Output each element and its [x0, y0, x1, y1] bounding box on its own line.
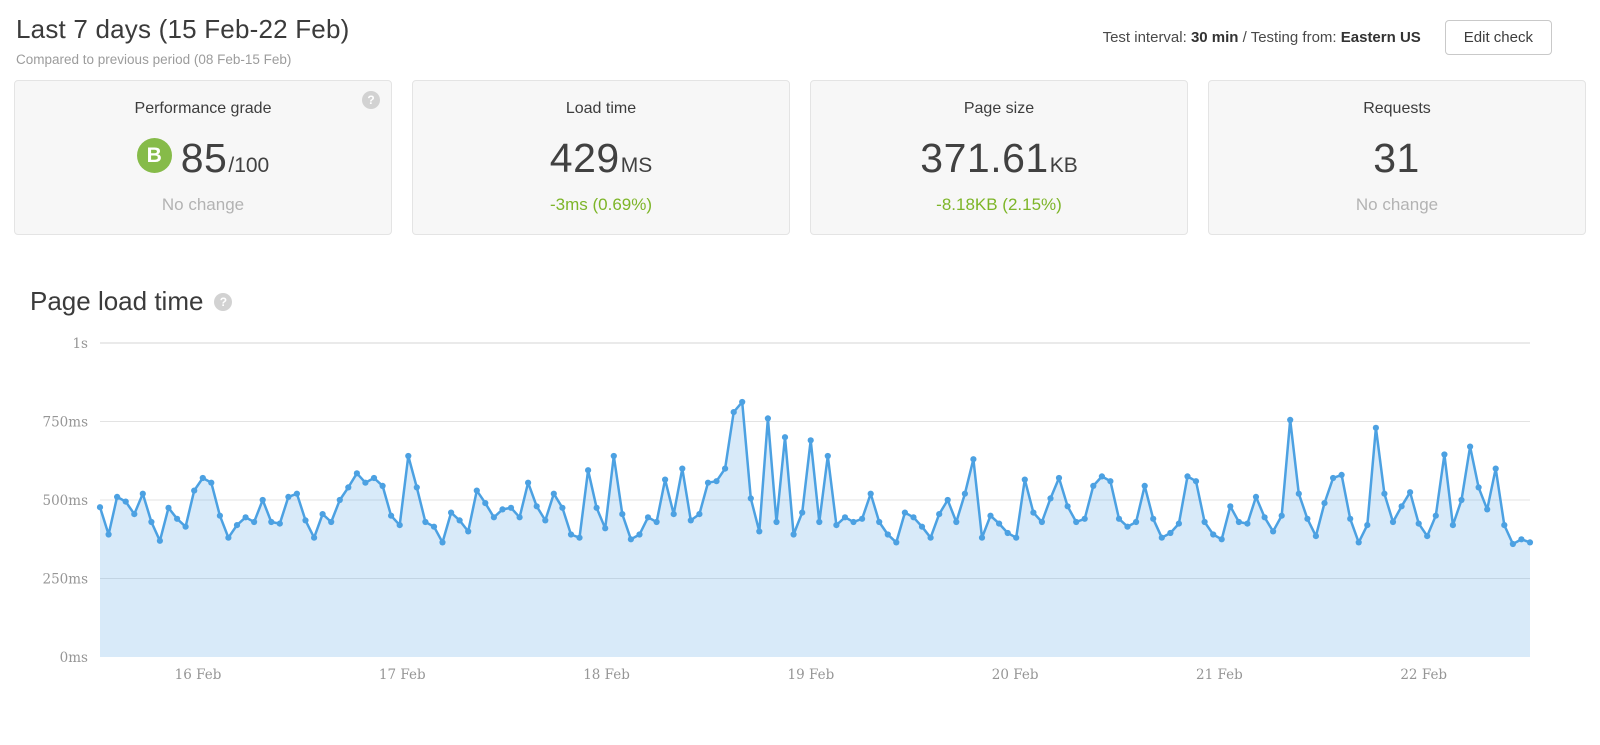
svg-text:20 Feb: 20 Feb	[992, 667, 1039, 683]
testing-from-label: Testing from:	[1250, 29, 1341, 46]
chart-x-axis-labels: 16 Feb 17 Feb 18 Feb 19 Feb 20 Feb 21 Feb 22 F…	[175, 667, 1447, 683]
stat-value: 371.61	[920, 135, 1049, 181]
svg-text:22 Feb: 22 Feb	[1400, 667, 1447, 683]
svg-text:750ms: 750ms	[43, 415, 89, 431]
stat-delta: -3ms (0.69%)	[549, 195, 653, 214]
stat-delta: No change	[161, 195, 245, 214]
chart-heading: Page load time ?	[30, 286, 1600, 317]
testing-from-value: Eastern US	[1340, 29, 1421, 46]
load-time-chart[interactable]: 1s 750ms 500ms 250ms 0ms 16 Feb 17 Feb 18 Feb 19…	[0, 322, 1600, 690]
edit-check-button[interactable]: Edit check	[1444, 20, 1552, 55]
test-interval-label: Test interval:	[1102, 29, 1191, 46]
load-time-series[interactable]	[96, 398, 1534, 657]
svg-text:500ms: 500ms	[43, 493, 89, 509]
page-header: Last 7 days (15 Feb-22 Feb) Compared to …	[0, 0, 1600, 70]
svg-text:16 Feb: 16 Feb	[175, 667, 222, 683]
series-area-fill	[100, 402, 1530, 657]
svg-text:19 Feb: 19 Feb	[787, 667, 834, 683]
page-subtitle: Compared to previous period (08 Feb-15 F…	[16, 52, 292, 67]
page-title: Last 7 days (15 Feb-22 Feb)	[16, 14, 350, 44]
stat-delta: No change	[1355, 195, 1439, 214]
svg-text:17 Feb: 17 Feb	[379, 667, 426, 683]
svg-text:1s: 1s	[72, 336, 88, 352]
stat-label: Page size	[963, 100, 1035, 117]
help-icon[interactable]: ?	[362, 91, 380, 109]
stat-card-load-time: Load time 429 MS -3ms (0.69%)	[412, 80, 790, 235]
series-points[interactable]	[96, 398, 1534, 548]
header-meta: Test interval: 30 min / Testing from: Ea…	[1103, 20, 1552, 55]
series-line	[98, 400, 1532, 546]
stat-value: 31	[1373, 135, 1420, 181]
stat-value-row: 371.61 KB	[811, 135, 1187, 182]
chart-y-axis-labels: 1s 750ms 500ms 250ms 0ms	[43, 336, 89, 666]
stat-suffix: KB	[1049, 154, 1078, 177]
stat-label: Requests	[1363, 100, 1431, 117]
svg-text:0ms: 0ms	[60, 650, 88, 666]
stats-row: ? Performance grade B 85 /100 No change …	[0, 80, 1600, 235]
help-icon[interactable]: ?	[214, 292, 233, 311]
stat-value-row: B 85 /100	[15, 135, 391, 182]
svg-text:18 Feb: 18 Feb	[583, 667, 630, 683]
stat-label: Load time	[565, 100, 637, 117]
stat-suffix: /100	[228, 154, 270, 177]
stat-label: Performance grade	[134, 100, 272, 117]
meta-separator: /	[1238, 29, 1251, 46]
stat-delta: -8.18KB (2.15%)	[936, 195, 1062, 214]
stat-card-page-size: Page size 371.61 KB -8.18KB (2.15%)	[810, 80, 1188, 235]
stat-card-requests: Requests 31 No change	[1208, 80, 1586, 235]
svg-text:250ms: 250ms	[43, 572, 89, 588]
grade-badge: B	[136, 138, 172, 173]
stat-value-row: 31	[1209, 135, 1585, 182]
stat-value: 429	[549, 135, 620, 181]
stat-value: 85	[180, 135, 228, 181]
stat-value-row: 429 MS	[413, 135, 789, 182]
chart-section-title: Page load time	[30, 286, 204, 316]
test-settings-summary: Test interval: 30 min / Testing from: Ea…	[1103, 29, 1421, 46]
test-interval-value: 30 min	[1190, 29, 1239, 46]
stat-card-performance-grade: ? Performance grade B 85 /100 No change	[14, 80, 392, 235]
svg-text:21 Feb: 21 Feb	[1196, 667, 1243, 683]
stat-suffix: MS	[620, 154, 653, 177]
